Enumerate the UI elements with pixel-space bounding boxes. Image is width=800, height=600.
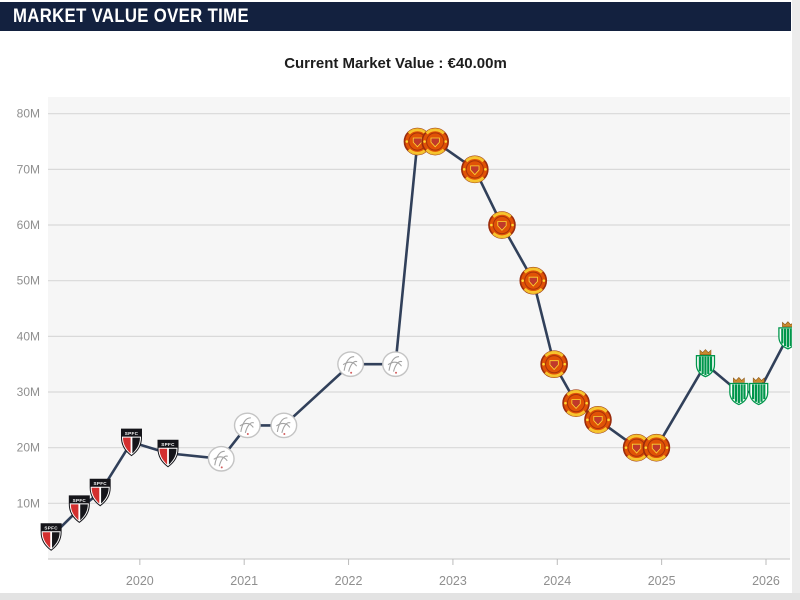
manchester-united-badge-icon[interactable] bbox=[562, 389, 590, 417]
x-axis-label: 2022 bbox=[335, 574, 363, 588]
svg-text:SPFC: SPFC bbox=[93, 481, 107, 486]
y-axis-label: 70M bbox=[17, 162, 40, 176]
svg-text:SPFC: SPFC bbox=[161, 442, 175, 447]
sao-paulo-fc-badge-icon[interactable]: SPFC bbox=[89, 478, 111, 507]
svg-text:SPFC: SPFC bbox=[125, 431, 139, 436]
svg-text:SPFC: SPFC bbox=[73, 498, 87, 503]
y-axis-label: 30M bbox=[17, 385, 40, 399]
real-betis-badge-icon[interactable] bbox=[749, 376, 769, 406]
x-axis-label: 2025 bbox=[648, 574, 676, 588]
ajax-badge-icon[interactable] bbox=[337, 351, 365, 378]
svg-text:SPFC: SPFC bbox=[44, 526, 58, 531]
y-axis-label: 80M bbox=[17, 107, 40, 121]
manchester-united-badge-icon[interactable] bbox=[488, 211, 516, 239]
sao-paulo-fc-badge-icon[interactable]: SPFC bbox=[120, 428, 142, 457]
manchester-united-badge-icon[interactable] bbox=[584, 406, 612, 434]
x-axis-label: 2026 bbox=[752, 574, 780, 588]
page-edge-bottom bbox=[0, 593, 800, 600]
x-axis-label: 2024 bbox=[543, 574, 571, 588]
ajax-badge-icon[interactable] bbox=[207, 445, 235, 472]
real-betis-badge-icon[interactable] bbox=[729, 376, 749, 406]
ajax-badge-icon[interactable] bbox=[270, 412, 298, 439]
manchester-united-badge-icon[interactable] bbox=[519, 266, 548, 295]
current-market-value-label: Current Market Value : €40.00m bbox=[284, 55, 507, 72]
plot-area bbox=[48, 97, 790, 559]
sao-paulo-fc-badge-icon[interactable]: SPFC bbox=[157, 439, 179, 468]
manchester-united-badge-icon[interactable] bbox=[421, 127, 449, 156]
page-edge-right bbox=[792, 0, 800, 600]
y-axis-label: 60M bbox=[17, 218, 40, 232]
sao-paulo-fc-badge-icon[interactable]: SPFC bbox=[68, 495, 90, 524]
real-betis-badge-icon[interactable] bbox=[695, 349, 716, 378]
y-axis-label: 40M bbox=[17, 329, 40, 343]
manchester-united-badge-icon[interactable] bbox=[540, 350, 568, 378]
manchester-united-badge-icon[interactable] bbox=[461, 155, 489, 184]
x-axis-label: 2023 bbox=[439, 574, 467, 588]
ajax-badge-icon[interactable] bbox=[382, 351, 410, 378]
y-axis-label: 10M bbox=[17, 496, 40, 510]
page-title: MARKET VALUE OVER TIME bbox=[13, 5, 249, 27]
sao-paulo-fc-badge-icon[interactable]: SPFC bbox=[40, 523, 62, 551]
y-axis-label: 50M bbox=[17, 274, 40, 288]
ajax-badge-icon[interactable] bbox=[233, 412, 261, 439]
y-axis-label: 20M bbox=[17, 441, 40, 455]
x-axis-label: 2021 bbox=[230, 574, 258, 588]
manchester-united-badge-icon[interactable] bbox=[642, 433, 671, 462]
x-axis-label: 2020 bbox=[126, 574, 154, 588]
header-bar: MARKET VALUE OVER TIME bbox=[0, 2, 791, 31]
